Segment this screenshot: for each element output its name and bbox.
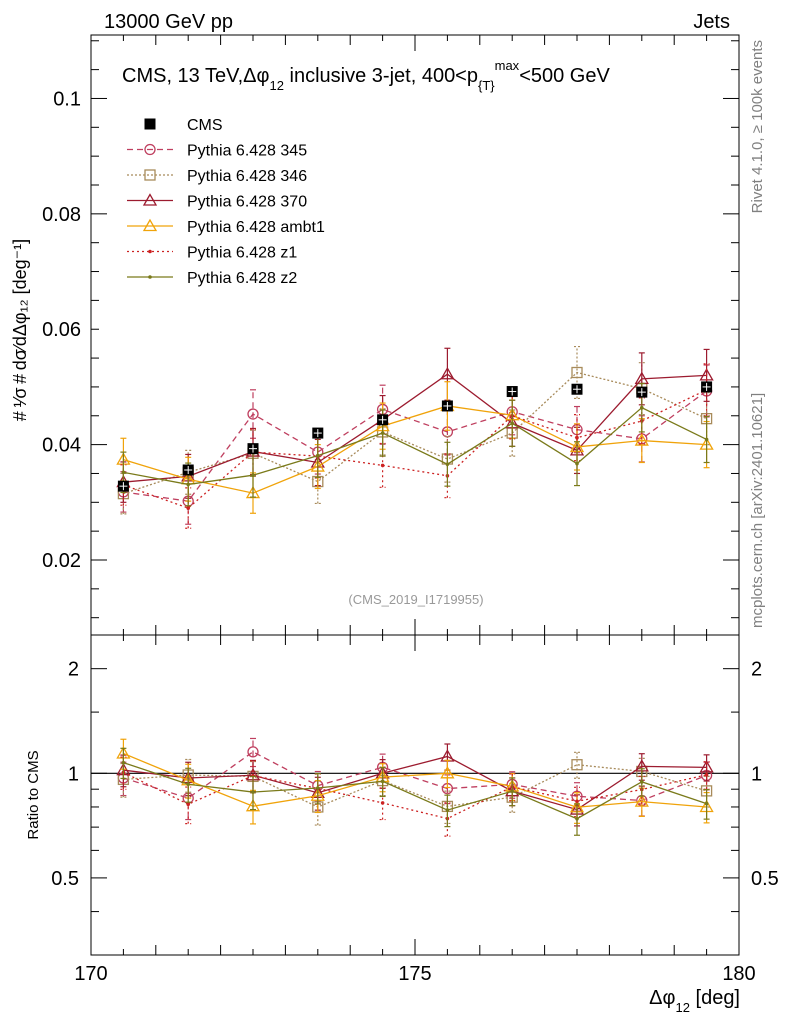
- y-tick-label-main: 0.04: [42, 435, 81, 457]
- series-line-main: [123, 406, 707, 486]
- chart-title: CMS, 13 TeV,Δφ12 inclusive 3-jet, 400<p{…: [122, 58, 610, 93]
- y-tick-label-ratio: 2: [68, 659, 79, 681]
- legend-label: Pythia 6.428 370: [187, 194, 307, 211]
- x-axis-label: Δφ12 [deg]: [649, 987, 740, 1015]
- legend-marker: [144, 169, 156, 181]
- data-point-main: [634, 433, 649, 446]
- data-point-ratio: [704, 773, 709, 777]
- x-tick-label: 170: [74, 963, 107, 985]
- series-main-1: [117, 345, 713, 515]
- legend-marker: [142, 218, 158, 232]
- legend-label: Pythia 6.428 346: [187, 168, 307, 185]
- data-point-main: [571, 366, 583, 379]
- x-tick-label: 180: [722, 963, 755, 985]
- data-point-ratio: [186, 782, 190, 787]
- data-point-ratio: [380, 779, 385, 784]
- data-point-main: [316, 453, 320, 458]
- legend-label: Pythia 6.428 z2: [187, 270, 297, 287]
- series-line-main: [123, 371, 707, 495]
- data-point-ratio: [575, 799, 579, 804]
- y-tick-label-ratio-right: 2: [751, 659, 762, 681]
- series-ratio-5: [120, 747, 710, 836]
- data-point-ratio: [634, 794, 649, 807]
- data-point-main: [575, 461, 579, 466]
- series-ratio-3: [116, 738, 714, 825]
- data-point-ratio: [380, 801, 385, 805]
- legend-marker: [148, 249, 152, 254]
- legend-marker: [148, 275, 152, 279]
- legend-marker: [142, 193, 158, 206]
- data-point-ratio: [571, 759, 583, 771]
- series-main-4: [120, 363, 710, 529]
- data-point-main: [575, 435, 579, 440]
- series-line-main: [123, 373, 707, 483]
- series-line-ratio: [123, 762, 707, 820]
- data-point-main: [186, 482, 190, 487]
- series-ratio-1: [117, 751, 713, 826]
- legend-marker: [144, 143, 156, 156]
- series-line-ratio: [123, 751, 707, 802]
- data-point-main: [704, 437, 709, 442]
- header-right: Jets: [693, 11, 730, 33]
- data-point-ratio: [445, 808, 450, 812]
- data-point-main: [251, 473, 255, 477]
- data-point-main: [640, 405, 644, 410]
- series-ratio-4: [120, 756, 710, 837]
- y-tick-label-main: 0.06: [42, 319, 81, 341]
- cms-data: [117, 381, 713, 492]
- series-line-main: [123, 390, 707, 502]
- data-point-ratio: [575, 816, 579, 821]
- series-line-main: [123, 405, 707, 494]
- series-line-ratio: [123, 755, 707, 811]
- y-tick-label-main: 0.02: [42, 550, 81, 572]
- y-tick-label-ratio: 0.5: [51, 868, 79, 890]
- data-point-ratio: [121, 760, 126, 765]
- mcplots-label: mcplots.cern.ch [arXiv:2401.10621]: [749, 393, 766, 628]
- y-tick-label-main: 0.1: [53, 88, 81, 110]
- analysis-watermark: (CMS_2019_I1719955): [348, 592, 483, 607]
- y-axis-label-ratio: Ratio to CMS: [25, 750, 42, 839]
- rivet-label: Rivet 4.1.0, ≥ 100k events: [749, 40, 766, 213]
- series-main-0: [117, 364, 713, 525]
- data-point-main: [440, 366, 455, 380]
- data-point-main: [445, 462, 450, 467]
- series-main-3: [116, 381, 714, 514]
- data-point-ratio: [699, 760, 714, 773]
- series-line-ratio: [123, 752, 707, 808]
- data-point-main: [121, 470, 126, 475]
- y-tick-label-ratio-right: 1: [751, 763, 762, 785]
- data-point-ratio: [186, 802, 190, 807]
- data-point-main: [380, 431, 385, 435]
- data-point-ratio: [251, 790, 255, 794]
- y-tick-label-ratio-right: 0.5: [751, 868, 779, 890]
- series-line-ratio: [123, 764, 707, 808]
- legend-label: Pythia 6.428 ambt1: [187, 219, 325, 236]
- data-point-main: [247, 408, 259, 420]
- legend-label: Pythia 6.428 345: [187, 143, 307, 160]
- data-point-ratio: [245, 798, 261, 812]
- data-point-ratio: [640, 780, 644, 784]
- data-point-main: [186, 506, 190, 510]
- y-tick-label-main: 0.08: [42, 204, 81, 226]
- data-point-ratio: [440, 765, 455, 779]
- header-left: 13000 GeV pp: [104, 11, 233, 33]
- data-point-ratio: [247, 746, 259, 758]
- y-tick-label-ratio: 1: [68, 763, 79, 785]
- data-point-ratio: [316, 786, 320, 790]
- legend-label: Pythia 6.428 z1: [187, 245, 297, 262]
- legend-marker-cms: [144, 118, 156, 130]
- data-point-ratio: [510, 789, 514, 793]
- legend-label-cms: CMS: [187, 117, 223, 134]
- data-point-ratio: [704, 801, 709, 806]
- y-axis-label-main: # ¹⁄σ # dσ⁄dΔφ₁₂ [deg⁻¹]: [10, 239, 30, 421]
- data-point-main: [510, 421, 514, 426]
- data-point-main: [380, 463, 385, 468]
- x-tick-label: 175: [398, 963, 431, 985]
